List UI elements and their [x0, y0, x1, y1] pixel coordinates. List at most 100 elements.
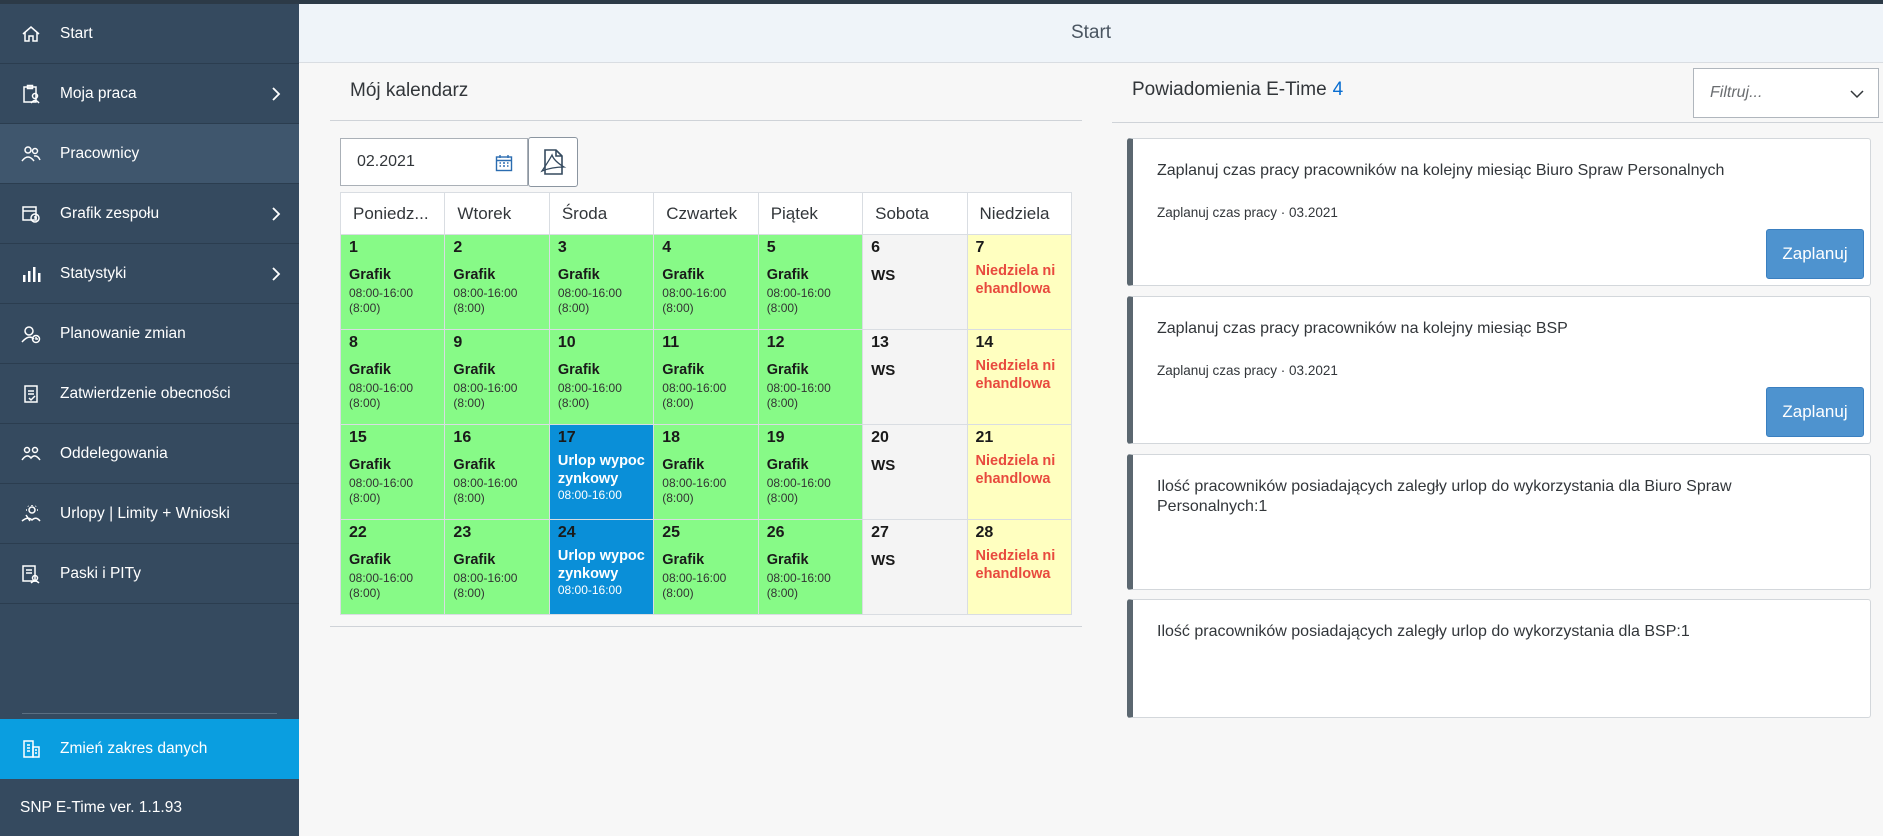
sidebar-item-label: Oddelegowania — [60, 444, 168, 462]
chevron-right-icon — [272, 266, 281, 281]
calendar-day-cell[interactable]: 8 Grafik 08:00-16:00 (8:00) — [339, 329, 446, 425]
calendar-day-cell[interactable]: 9 Grafik 08:00-16:00 (8:00) — [444, 329, 550, 425]
day-number: 13 — [871, 334, 889, 351]
month-picker-value: 02.2021 — [357, 153, 415, 170]
event-hours: (8:00) — [349, 301, 381, 315]
day-number: 14 — [975, 334, 994, 351]
non-trading-sunday-label: Niedziela niehandlowa — [975, 548, 1056, 582]
calendar-day-cell[interactable]: 11 Grafik 08:00-16:00 (8:00) — [653, 329, 759, 425]
event-hours: (8:00) — [766, 301, 799, 315]
calendar-day-cell[interactable]: 27 WS — [862, 519, 968, 615]
change-data-range-label: Zmień zakres danych — [60, 740, 208, 757]
calendar-day-cell[interactable]: 20 WS — [862, 424, 968, 520]
calendar-day-cell[interactable]: 13 WS — [862, 329, 968, 425]
calendar-day-cell[interactable]: 18 Grafik 08:00-16:00 (8:00) — [653, 424, 759, 520]
calendar-day-cell[interactable]: 15 Grafik 08:00-16:00 (8:00) — [339, 424, 446, 520]
calendar-day-cell[interactable]: 3 Grafik 08:00-16:00 (8:00) — [548, 234, 655, 330]
filter-placeholder: Filtruj... — [1710, 84, 1763, 101]
day-number: 9 — [453, 334, 463, 351]
event-time: 08:00-16:00 — [662, 571, 727, 585]
sidebar-item-moja-praca[interactable]: Moja praca — [0, 64, 299, 124]
sidebar-item-label: Paski i PITy — [60, 564, 141, 582]
weekday-header: Środa — [548, 192, 655, 235]
calendar-day-cell[interactable]: 1 Grafik 08:00-16:00 (8:00) — [339, 234, 446, 330]
calendar-day-cell[interactable]: 6 WS — [862, 234, 968, 330]
sidebar-item-grafik-zespolu[interactable]: Grafik zespołu — [0, 184, 299, 244]
free-day-label: WS — [871, 552, 896, 569]
notification-text: Zaplanuj czas pracy pracowników na kolej… — [1157, 320, 1568, 337]
calendar-day-cell[interactable]: 19 Grafik 08:00-16:00 (8:00) — [757, 424, 864, 520]
event-hours: (8:00) — [349, 491, 381, 505]
calendar-day-cell[interactable]: 2 Grafik 08:00-16:00 (8:00) — [444, 234, 550, 330]
event-hours: (8:00) — [662, 491, 694, 505]
calendar-day-cell[interactable]: 4 Grafik 08:00-16:00 (8:00) — [653, 234, 759, 330]
event-title: Grafik — [766, 552, 809, 568]
calendar-day-cell[interactable]: 28 Niedziela niehandlowa — [966, 519, 1073, 615]
sidebar-item-planowanie-zmian[interactable]: Planowanie zmian — [0, 304, 299, 364]
event-hours: (8:00) — [453, 491, 485, 505]
sidebar-item-urlopy[interactable]: Urlopy | Limity + Wnioski — [0, 484, 299, 544]
calendar-icon[interactable] — [495, 154, 513, 172]
event-time: 08:00-16:00 — [766, 381, 831, 395]
attendance-approval-icon — [20, 383, 42, 405]
sidebar-item-start[interactable]: Start — [0, 4, 299, 64]
plan-button[interactable]: Zaplanuj — [1766, 229, 1864, 279]
calendar-day-cell[interactable]: 12 Grafik 08:00-16:00 (8:00) — [757, 329, 864, 425]
free-day-label: WS — [871, 362, 896, 379]
month-picker-input[interactable]: 02.2021 — [340, 138, 528, 186]
event-title: Grafik — [766, 362, 809, 378]
event-time: 08:00-16:00 — [662, 286, 727, 300]
sidebar-item-statystyki[interactable]: Statystyki — [0, 244, 299, 304]
event-title: Grafik — [766, 267, 809, 283]
sidebar-item-label: Planowanie zmian — [60, 324, 186, 342]
calendar-day-cell[interactable]: 25 Grafik 08:00-16:00 (8:00) — [653, 519, 759, 615]
sidebar-item-zatwierdzenie-obecnosci[interactable]: Zatwierdzenie obecności — [0, 364, 299, 424]
notification-card: Zaplanuj czas pracy pracowników na kolej… — [1127, 296, 1871, 444]
weekday-header: Poniedz... — [339, 192, 446, 235]
calendar-day-cell[interactable]: 17 Urlop wypoczynkowy 08:00-16:00 — [548, 424, 655, 520]
event-time: 08:00-16:00 — [557, 286, 622, 300]
calendar-day-cell[interactable]: 16 Grafik 08:00-16:00 (8:00) — [444, 424, 550, 520]
event-title: Grafik — [453, 457, 496, 473]
calendar-day-cell[interactable]: 23 Grafik 08:00-16:00 (8:00) — [444, 519, 550, 615]
calendar-day-cell[interactable]: 24 Urlop wypoczynkowy 08:00-16:00 — [548, 519, 655, 615]
event-time: 08:00-16:00 — [557, 381, 622, 395]
sidebar-item-paski-i-pity[interactable]: Paski i PITy — [0, 544, 299, 604]
day-number: 22 — [349, 524, 367, 541]
plan-button[interactable]: Zaplanuj — [1766, 387, 1864, 437]
delegation-icon — [20, 443, 42, 465]
free-day-label: WS — [871, 457, 896, 474]
calendar-day-cell[interactable]: 26 Grafik 08:00-16:00 (8:00) — [757, 519, 864, 615]
app-version: SNP E-Time ver. 1.1.93 — [20, 799, 182, 816]
calendar-day-cell[interactable]: 5 Grafik 08:00-16:00 (8:00) — [757, 234, 864, 330]
calendar-day-cell[interactable]: 10 Grafik 08:00-16:00 (8:00) — [548, 329, 655, 425]
divider — [1112, 122, 1883, 123]
day-number: 8 — [349, 334, 358, 351]
day-number: 20 — [871, 429, 889, 446]
weekday-header: Sobota — [862, 192, 968, 235]
change-data-range-button[interactable]: Zmień zakres danych — [0, 719, 299, 779]
divider — [330, 626, 1082, 627]
calendar-week-row: 15 Grafik 08:00-16:00 (8:00) 16 Grafik 08:00-1… — [339, 424, 1073, 520]
day-number: 10 — [557, 334, 576, 351]
sidebar-item-oddelegowania[interactable]: Oddelegowania — [0, 424, 299, 484]
day-number: 2 — [453, 239, 463, 256]
sidebar-item-label: Moja praca — [60, 84, 137, 102]
calendar-day-cell[interactable]: 22 Grafik 08:00-16:00 (8:00) — [339, 519, 446, 615]
non-trading-sunday-label: Niedziela niehandlowa — [975, 358, 1056, 392]
leave-time: 08:00-16:00 — [557, 583, 622, 597]
event-title: Grafik — [349, 362, 391, 378]
event-title: Grafik — [557, 267, 600, 283]
day-number: 17 — [557, 429, 576, 446]
event-title: Grafik — [453, 267, 496, 283]
export-pdf-button[interactable] — [528, 137, 578, 187]
notifications-filter-select[interactable]: Filtruj... — [1693, 68, 1879, 118]
day-number: 21 — [975, 429, 994, 446]
calendar-day-cell[interactable]: 14 Niedziela niehandlowa — [966, 329, 1073, 425]
event-time: 08:00-16:00 — [349, 476, 414, 490]
calendar-day-cell[interactable]: 7 Niedziela niehandlowa — [966, 234, 1073, 330]
notification-subtitle: Zaplanuj czas pracy · 03.2021 — [1157, 363, 1338, 378]
sidebar-item-pracownicy[interactable]: Pracownicy — [0, 124, 299, 184]
calendar-day-cell[interactable]: 21 Niedziela niehandlowa — [966, 424, 1073, 520]
page-header: Start — [299, 4, 1883, 63]
